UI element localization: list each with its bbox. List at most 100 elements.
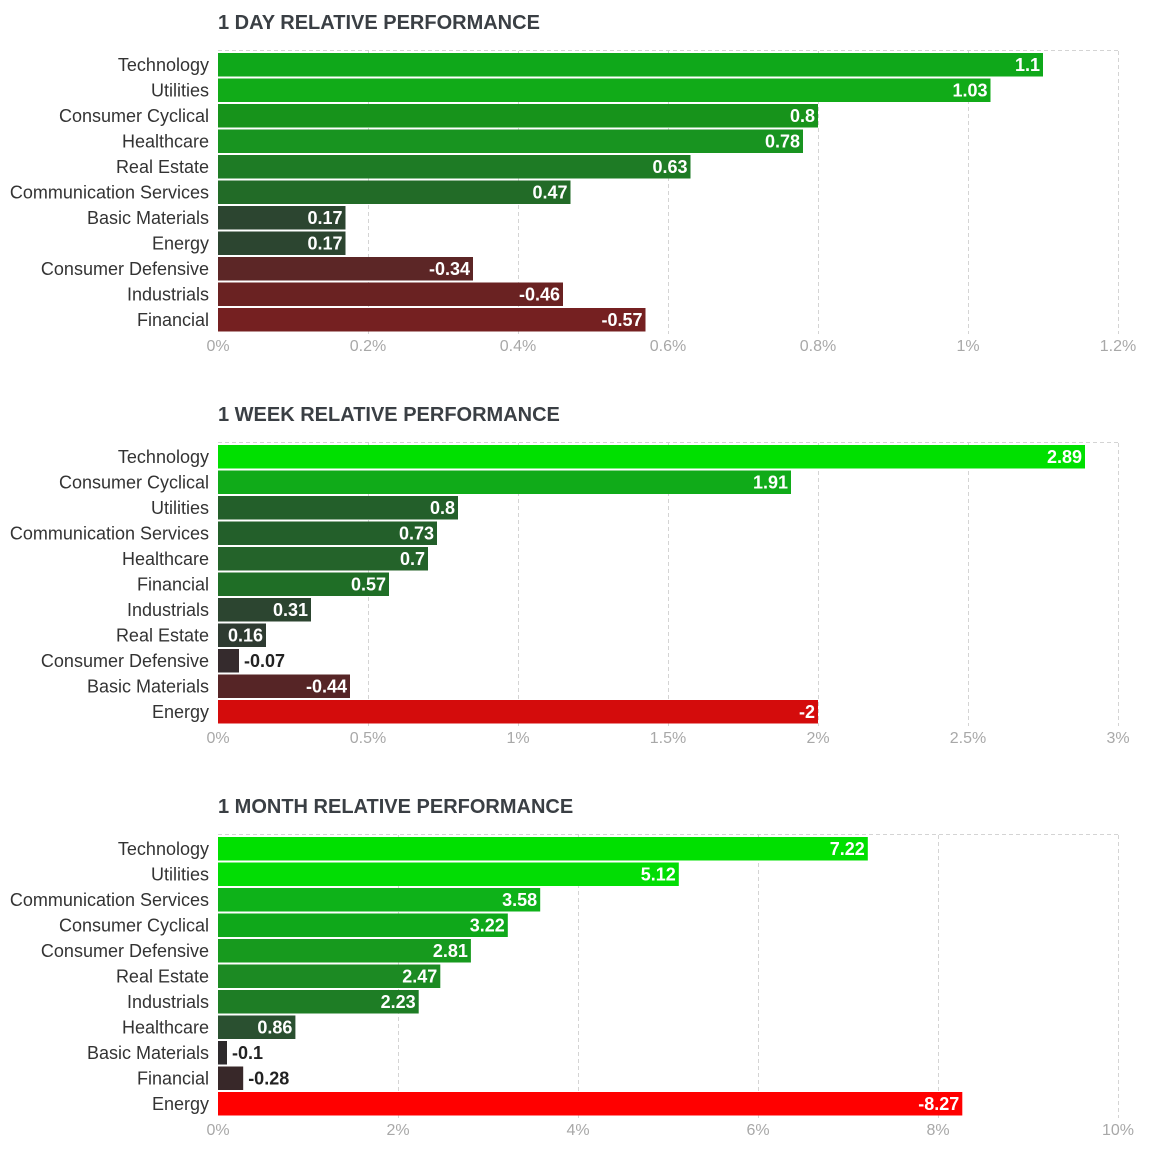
bar [218, 990, 419, 1014]
category-label: Consumer Cyclical [59, 473, 209, 493]
chart-plot: 0% 0.2% 0.4% 0.6% 0.8% 1% 1.2% Technology 1.1 Uti… [10, 50, 1136, 355]
bar [218, 700, 818, 724]
x-tick-label: 0.6% [650, 338, 686, 355]
bar [218, 53, 1043, 77]
value-label: -0.28 [248, 1069, 289, 1089]
category-label: Industrials [127, 285, 209, 305]
value-label: -2 [799, 702, 815, 722]
category-label: Financial [137, 1069, 209, 1089]
value-label: -0.44 [306, 677, 347, 697]
x-tick-label: 2% [806, 730, 829, 747]
x-tick-label: 10% [1102, 1122, 1134, 1139]
value-label: 7.22 [830, 839, 865, 859]
value-label: -8.27 [918, 1094, 959, 1114]
bar [218, 231, 346, 255]
category-label: Consumer Cyclical [59, 106, 209, 126]
x-tick-label: 0.5% [350, 730, 386, 747]
chart-1-day: 1 DAY RELATIVE PERFORMANCE 0% 0.2% 0.4% 0.6… [0, 0, 1156, 360]
bar [218, 180, 571, 204]
category-label: Utilities [151, 498, 209, 518]
value-label: 1.91 [753, 473, 788, 493]
bar [218, 1066, 244, 1090]
value-label: 0.47 [532, 183, 567, 203]
bar [218, 572, 389, 596]
x-tick-label: 6% [746, 1122, 769, 1139]
value-label: 0.78 [765, 132, 800, 152]
category-label: Communication Services [10, 890, 209, 910]
x-tick-label: 0.8% [800, 338, 836, 355]
category-label: Utilities [151, 81, 209, 101]
value-label: 0.86 [257, 1018, 292, 1038]
category-label: Technology [118, 55, 209, 75]
value-label: -0.07 [244, 651, 285, 671]
x-tick-label: 0% [206, 730, 229, 747]
value-label: 2.47 [402, 967, 437, 987]
category-label: Healthcare [122, 1018, 209, 1038]
value-label: 0.73 [399, 524, 434, 544]
x-tick-label: 0.4% [500, 338, 536, 355]
x-tick-label: 1% [506, 730, 529, 747]
value-label: 3.58 [502, 890, 537, 910]
value-label: 2.81 [433, 941, 468, 961]
x-tick-label: 4% [566, 1122, 589, 1139]
category-label: Industrials [127, 600, 209, 620]
x-tick-label: 3% [1106, 730, 1129, 747]
chart-1-week: 1 WEEK RELATIVE PERFORMANCE 0% 0.5% 1% 1.5%… [0, 392, 1156, 752]
category-label: Consumer Cyclical [59, 916, 209, 936]
value-label: 0.31 [273, 600, 308, 620]
x-tick-label: 0.2% [350, 338, 386, 355]
category-label: Industrials [127, 992, 209, 1012]
category-label: Communication Services [10, 524, 209, 544]
bar [218, 649, 239, 673]
value-label: -0.1 [232, 1043, 263, 1063]
category-label: Real Estate [116, 626, 209, 646]
bar [218, 257, 473, 281]
bar [218, 521, 437, 545]
bar [218, 206, 346, 230]
bar [218, 78, 991, 102]
category-label: Energy [152, 1094, 209, 1114]
value-label: 0.8 [430, 498, 455, 518]
category-label: Communication Services [10, 183, 209, 203]
bar [218, 862, 679, 886]
chart-title: 1 DAY RELATIVE PERFORMANCE [218, 12, 540, 34]
bar [218, 104, 818, 128]
category-label: Healthcare [122, 549, 209, 569]
bar [218, 913, 508, 937]
category-label: Basic Materials [87, 1043, 209, 1063]
bar [218, 888, 541, 912]
chart-title: 1 WEEK RELATIVE PERFORMANCE [218, 404, 560, 426]
bar [218, 1015, 296, 1039]
value-label: 1.1 [1015, 55, 1040, 75]
category-label: Consumer Defensive [41, 651, 209, 671]
value-label: 2.89 [1047, 447, 1082, 467]
value-label: -0.57 [601, 310, 642, 330]
category-label: Financial [137, 310, 209, 330]
value-label: 0.17 [307, 234, 342, 254]
category-label: Energy [152, 702, 209, 722]
x-tick-label: 2.5% [950, 730, 986, 747]
category-label: Utilities [151, 865, 209, 885]
category-label: Technology [118, 447, 209, 467]
x-tick-label: 1.2% [1100, 338, 1136, 355]
value-label: 2.23 [381, 992, 416, 1012]
bar [218, 837, 868, 861]
x-tick-label: 1% [956, 338, 979, 355]
category-label: Real Estate [116, 157, 209, 177]
chart-plot: 0% 0.5% 1% 1.5% 2% 2.5% 3% Technology 2.89 Consum… [10, 442, 1130, 747]
bar [218, 129, 803, 153]
value-label: -0.34 [429, 259, 470, 279]
x-tick-label: 8% [926, 1122, 949, 1139]
category-label: Technology [118, 839, 209, 859]
value-label: 0.63 [652, 157, 687, 177]
bar [218, 470, 791, 494]
bar [218, 308, 646, 332]
bar [218, 496, 458, 520]
category-label: Consumer Defensive [41, 259, 209, 279]
value-label: 3.22 [470, 916, 505, 936]
bar [218, 155, 691, 179]
value-label: 0.17 [307, 208, 342, 228]
chart-plot: 0% 2% 4% 6% 8% 10% Technology 7.22 Utilities 5.12… [10, 834, 1134, 1139]
value-label: 0.7 [400, 549, 425, 569]
chart-title: 1 MONTH RELATIVE PERFORMANCE [218, 796, 574, 818]
